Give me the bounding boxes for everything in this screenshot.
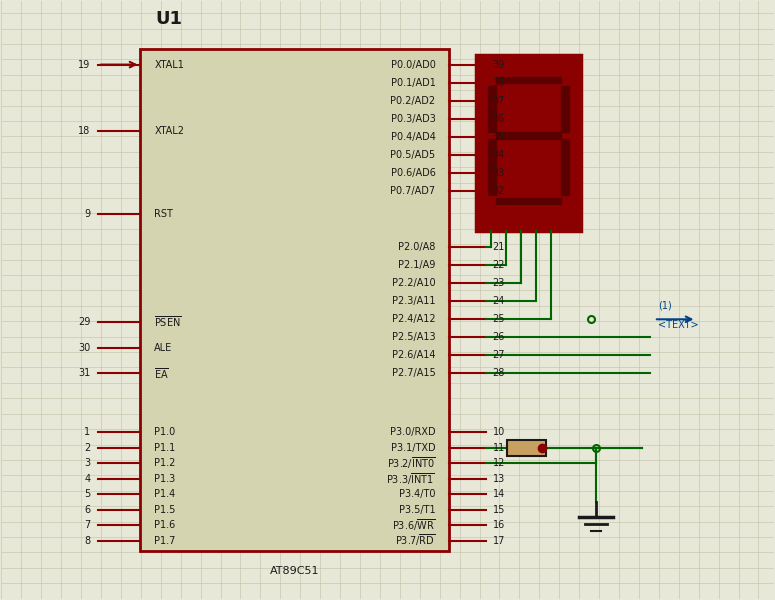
Bar (496, 132, 561, 139)
Text: P2.0/A8: P2.0/A8 (398, 242, 436, 252)
Bar (496, 198, 561, 205)
Text: 28: 28 (493, 368, 505, 379)
Text: 8: 8 (84, 536, 90, 545)
Bar (477, 55, 580, 232)
Bar (561, 139, 570, 195)
Text: 10: 10 (493, 427, 505, 437)
Text: XTAL2: XTAL2 (154, 127, 184, 136)
Text: AT89C51: AT89C51 (270, 566, 319, 576)
Text: 25: 25 (493, 314, 505, 324)
Text: P1.7: P1.7 (154, 536, 176, 545)
Text: 32: 32 (493, 185, 505, 196)
Text: U1: U1 (156, 10, 183, 28)
Bar (487, 139, 496, 195)
Text: P1.0: P1.0 (154, 427, 176, 437)
Text: 24: 24 (493, 296, 505, 306)
Text: 18: 18 (78, 127, 90, 136)
Text: P3.6/$\overline{\mathrm{WR}}$: P3.6/$\overline{\mathrm{WR}}$ (392, 517, 436, 533)
Text: 22: 22 (493, 260, 505, 270)
Text: P3.7/$\overline{\mathrm{RD}}$: P3.7/$\overline{\mathrm{RD}}$ (395, 533, 436, 548)
Text: 37: 37 (493, 95, 505, 106)
Text: P0.6/AD6: P0.6/AD6 (391, 167, 436, 178)
Text: (1): (1) (658, 301, 671, 311)
Bar (140, 49, 450, 551)
Text: P1.2: P1.2 (154, 458, 176, 469)
Text: 38: 38 (493, 77, 505, 88)
Text: 39: 39 (493, 59, 505, 70)
Text: 7: 7 (84, 520, 90, 530)
Text: 36: 36 (493, 113, 505, 124)
Text: P0.1/AD1: P0.1/AD1 (391, 77, 436, 88)
Text: 6: 6 (84, 505, 90, 515)
Text: ALE: ALE (154, 343, 173, 353)
Text: P1.6: P1.6 (154, 520, 176, 530)
Text: 27: 27 (493, 350, 505, 361)
Text: 17: 17 (493, 536, 505, 545)
Text: 2: 2 (84, 443, 90, 453)
Text: 16: 16 (493, 520, 505, 530)
Text: P0.5/AD5: P0.5/AD5 (391, 149, 436, 160)
Text: P0.7/AD7: P0.7/AD7 (391, 185, 436, 196)
Text: P1.4: P1.4 (154, 489, 176, 499)
Text: 14: 14 (493, 489, 505, 499)
Text: 13: 13 (493, 474, 505, 484)
Text: P0.3/AD3: P0.3/AD3 (391, 113, 436, 124)
Text: 9: 9 (84, 209, 90, 219)
Text: P3.4/T0: P3.4/T0 (399, 489, 436, 499)
Text: P3.1/TXD: P3.1/TXD (391, 443, 436, 453)
Text: P0.2/AD2: P0.2/AD2 (391, 95, 436, 106)
Text: <TEXT>: <TEXT> (658, 320, 698, 330)
Text: P2.5/A13: P2.5/A13 (391, 332, 436, 343)
Text: 1: 1 (84, 427, 90, 437)
Text: 31: 31 (78, 368, 90, 379)
Text: P1.5: P1.5 (154, 505, 176, 515)
Text: 23: 23 (493, 278, 505, 288)
Text: 29: 29 (78, 317, 90, 327)
Text: XTAL1: XTAL1 (154, 59, 184, 70)
Text: P3.5/T1: P3.5/T1 (399, 505, 436, 515)
Text: P0.0/AD0: P0.0/AD0 (391, 59, 436, 70)
Text: 5: 5 (84, 489, 90, 499)
Bar (507, 440, 546, 455)
Text: 35: 35 (493, 131, 505, 142)
Bar (561, 86, 570, 133)
Text: P2.3/A11: P2.3/A11 (392, 296, 436, 306)
Text: 21: 21 (493, 242, 505, 252)
Text: P3.2/$\overline{\mathrm{INT0}}$: P3.2/$\overline{\mathrm{INT0}}$ (387, 455, 436, 471)
Text: RST: RST (154, 209, 173, 219)
Text: P3.3/$\overline{\mathrm{INT1}}$: P3.3/$\overline{\mathrm{INT1}}$ (387, 471, 436, 487)
Text: P2.4/A12: P2.4/A12 (391, 314, 436, 324)
Text: 30: 30 (78, 343, 90, 353)
Text: $\overline{\mathrm{EA}}$: $\overline{\mathrm{EA}}$ (154, 366, 169, 381)
Text: P0.4/AD4: P0.4/AD4 (391, 131, 436, 142)
Text: 3: 3 (84, 458, 90, 469)
Bar (487, 86, 496, 133)
Text: 26: 26 (493, 332, 505, 343)
Text: 4: 4 (84, 474, 90, 484)
Text: $\overline{\mathrm{PSEN}}$: $\overline{\mathrm{PSEN}}$ (154, 314, 182, 329)
Text: P2.1/A9: P2.1/A9 (398, 260, 436, 270)
Text: P2.2/A10: P2.2/A10 (391, 278, 436, 288)
Text: P1.1: P1.1 (154, 443, 176, 453)
Text: 19: 19 (78, 59, 90, 70)
Text: 34: 34 (493, 149, 505, 160)
Text: P1.3: P1.3 (154, 474, 176, 484)
Text: 15: 15 (493, 505, 505, 515)
Text: P2.7/A15: P2.7/A15 (391, 368, 436, 379)
Text: 12: 12 (493, 458, 505, 469)
Text: 33: 33 (493, 167, 505, 178)
Bar (496, 77, 561, 83)
Text: P3.0/RXD: P3.0/RXD (390, 427, 436, 437)
Text: 11: 11 (493, 443, 505, 453)
Text: P2.6/A14: P2.6/A14 (392, 350, 436, 361)
